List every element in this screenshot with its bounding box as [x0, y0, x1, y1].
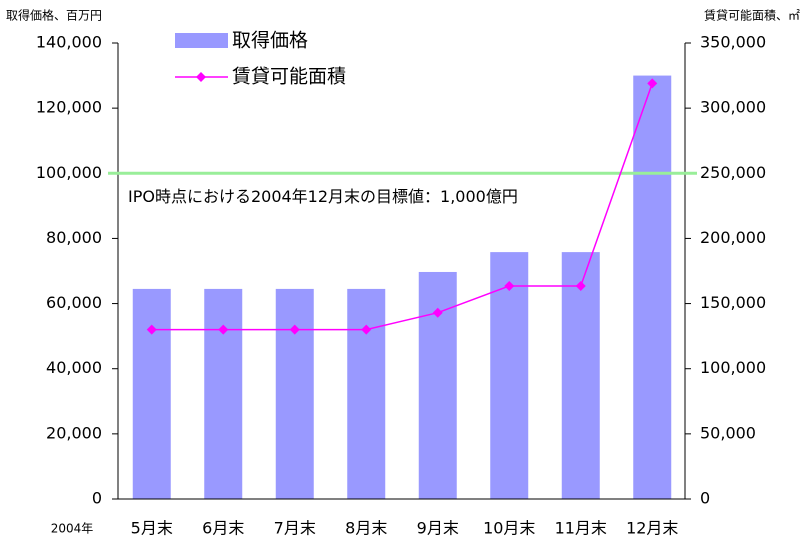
y-tick-label: 20,000: [46, 423, 102, 442]
line-marker: [575, 280, 586, 291]
y2-tick-label: 250,000: [700, 163, 766, 182]
x-axis-label: 2004年: [51, 522, 94, 536]
reference-label: IPO時点における2004年12月末の目標値：1,000億円: [128, 187, 518, 206]
x-tick-label: 11月末: [555, 519, 607, 538]
line-marker: [361, 324, 372, 335]
line-marker: [432, 307, 443, 318]
y2-tick-label: 100,000: [700, 358, 766, 377]
y2-axis-label: 賃貸可能面積、㎡: [704, 8, 800, 23]
legend-label: 取得価格: [232, 30, 308, 52]
bar: [347, 288, 386, 499]
bar: [633, 75, 672, 500]
y2-tick-label: 350,000: [700, 33, 766, 52]
line-marker: [289, 324, 300, 335]
y2-tick-label: 50,000: [700, 423, 756, 442]
x-tick-label: 6月末: [202, 519, 244, 538]
legend-swatch: [175, 33, 228, 48]
line-marker: [218, 324, 229, 335]
line-marker: [146, 324, 157, 335]
line: [151, 83, 653, 331]
y-tick-label: 0: [92, 489, 102, 508]
x-tick-label: 8月末: [345, 519, 387, 538]
y-tick-label: 120,000: [36, 98, 102, 117]
x-tick-label: 10月末: [483, 519, 535, 538]
bar: [490, 252, 529, 499]
y-tick-label: 60,000: [46, 293, 102, 312]
bar: [561, 252, 600, 499]
y2-tick-label: 300,000: [700, 98, 766, 117]
bar: [418, 271, 457, 499]
x-tick-label: 5月末: [131, 519, 173, 538]
y-tick-label: 140,000: [36, 33, 102, 52]
x-tick-label: 7月末: [274, 519, 316, 538]
y-tick-label: 40,000: [46, 358, 102, 377]
y-tick-label: 80,000: [46, 228, 102, 247]
y2-tick-label: 200,000: [700, 228, 766, 247]
x-tick-label: 12月末: [626, 519, 678, 538]
bar: [204, 288, 243, 499]
legend-label: 賃貸可能面積: [232, 66, 346, 88]
x-tick-label: 9月末: [417, 519, 459, 538]
bar: [275, 288, 314, 499]
bar: [132, 288, 171, 499]
y2-tick-label: 150,000: [700, 293, 766, 312]
y-tick-label: 100,000: [36, 163, 102, 182]
y2-tick-label: 0: [700, 489, 710, 508]
legend-marker: [196, 72, 206, 82]
y-axis-label: 取得価格、百万円: [6, 8, 102, 23]
line-marker: [647, 78, 658, 89]
line-marker: [504, 280, 515, 291]
